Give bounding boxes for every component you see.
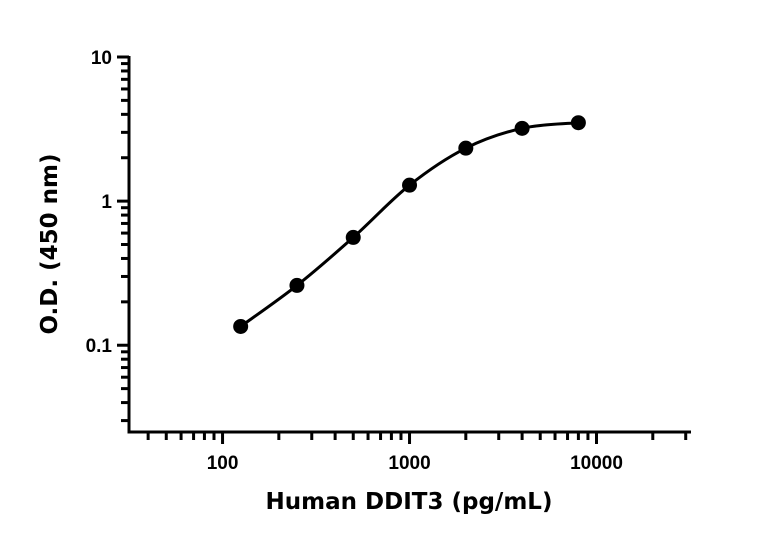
data-point xyxy=(233,318,249,334)
y-axis-title: O.D. (450 nm) xyxy=(37,153,63,334)
data-point xyxy=(514,120,530,136)
y-tick-label: 10 xyxy=(91,48,112,69)
y-tick-label: 0.1 xyxy=(86,336,113,357)
data-point xyxy=(345,229,361,245)
y-axis: 0.1 1 10 xyxy=(86,48,131,434)
x-axis: 100 1000 10000 xyxy=(127,430,691,474)
x-tick-label: 10000 xyxy=(570,453,623,474)
data-point xyxy=(402,177,418,193)
data-point xyxy=(289,277,305,293)
fit-curve xyxy=(239,121,579,328)
data-points xyxy=(233,115,586,334)
y-tick-label: 1 xyxy=(101,192,112,213)
x-axis-title: Human DDIT3 (pg/mL) xyxy=(266,489,553,515)
x-tick-label: 100 xyxy=(207,453,239,474)
x-tick-label: 1000 xyxy=(388,453,430,474)
data-point xyxy=(458,140,474,156)
data-point xyxy=(570,115,586,131)
